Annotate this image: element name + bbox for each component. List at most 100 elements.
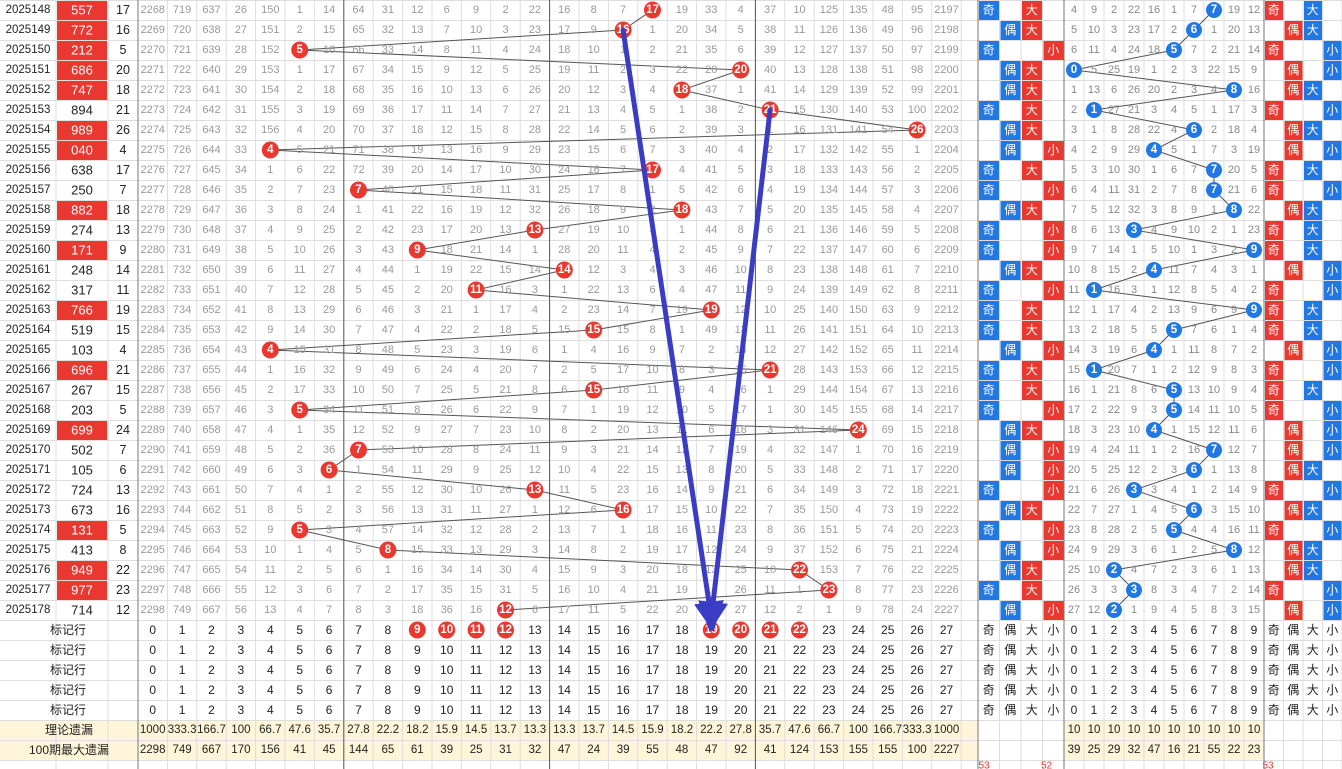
marker-digit-option: 1 bbox=[1091, 703, 1098, 717]
marker-parity-option: 奇 bbox=[983, 663, 995, 677]
marker-digit-option: 6 bbox=[1191, 623, 1198, 637]
tail-ball bbox=[1126, 482, 1142, 498]
digit-miss-value: 10 bbox=[1088, 564, 1100, 576]
parity-cell bbox=[979, 301, 1000, 320]
size-label: 小 bbox=[1047, 483, 1059, 497]
tail-ball-label: 4 bbox=[1151, 344, 1158, 356]
digit-miss-value: 2 bbox=[1191, 544, 1197, 556]
issue-number: 2025152 bbox=[6, 84, 51, 96]
miss-value: 5 bbox=[414, 344, 420, 356]
marker-sum-option: 16 bbox=[616, 683, 630, 697]
miss-value: 30 bbox=[235, 84, 247, 96]
maxmiss-value: 47 bbox=[558, 744, 571, 756]
miss-value: 2207 bbox=[934, 204, 958, 216]
marker-sum-option: 19 bbox=[705, 703, 719, 717]
miss-value: 5 bbox=[620, 604, 626, 616]
digit-miss-value: 1 bbox=[1211, 204, 1217, 216]
marker-digit-option: 7 bbox=[1211, 683, 1218, 697]
miss-value: 8 bbox=[649, 324, 655, 336]
draw-number: 638 bbox=[71, 163, 93, 178]
miss-value: 8 bbox=[444, 44, 450, 56]
miss-value: 51 bbox=[235, 504, 247, 516]
miss-value: 7 bbox=[649, 304, 655, 316]
digit-size-cell bbox=[1323, 61, 1342, 80]
maxmiss-value: 48 bbox=[676, 744, 689, 756]
digit-miss-value: 1 bbox=[1151, 64, 1157, 76]
sum-value: 9 bbox=[120, 243, 127, 257]
digit-miss-value: 5 bbox=[1211, 284, 1217, 296]
marker-sum-option: 16 bbox=[616, 623, 630, 637]
miss-value: 11 bbox=[294, 264, 305, 276]
miss-value: 13 bbox=[793, 64, 805, 76]
miss-value: 22 bbox=[323, 164, 335, 176]
miss-value: 71 bbox=[352, 144, 364, 156]
digit-miss-value: 2 bbox=[1231, 584, 1237, 596]
miss-value: 655 bbox=[202, 364, 220, 376]
miss-value: 36 bbox=[235, 204, 247, 216]
digit-miss-value: 23 bbox=[1248, 224, 1260, 236]
miss-value: 19 bbox=[676, 4, 688, 16]
marker-digit-option: 9 bbox=[1251, 683, 1258, 697]
miss-value: 21 bbox=[793, 224, 805, 236]
miss-value: 2221 bbox=[934, 484, 958, 496]
miss-value: 6 bbox=[473, 404, 479, 416]
miss-value: 148 bbox=[820, 464, 838, 476]
tail-ball bbox=[1226, 542, 1242, 558]
miss-value: 2279 bbox=[140, 224, 164, 236]
marker-sum-option: 22 bbox=[793, 663, 807, 677]
parity-cell bbox=[979, 401, 1000, 420]
miss-value: 5 bbox=[767, 204, 773, 216]
digit-miss-value: 27 bbox=[1108, 504, 1120, 516]
miss-value: 145 bbox=[849, 204, 867, 216]
sum-ball bbox=[644, 161, 661, 179]
miss-value: 2217 bbox=[934, 404, 958, 416]
tail-ball-label: 2 bbox=[1111, 564, 1117, 576]
digit-miss-value: 7 bbox=[1171, 184, 1177, 196]
maxmiss-value: 47 bbox=[705, 744, 718, 756]
miss-value: 9 bbox=[708, 484, 714, 496]
digit-miss-value: 3 bbox=[1151, 484, 1157, 496]
miss-value: 744 bbox=[173, 504, 191, 516]
marker-sum-option: 4 bbox=[267, 683, 274, 697]
parity-label: 奇 bbox=[983, 383, 995, 397]
miss-value: 149 bbox=[820, 484, 838, 496]
digit-size-label: 大 bbox=[1307, 563, 1319, 577]
digit-parity-label: 偶 bbox=[1287, 203, 1299, 217]
digit-miss-value: 2 bbox=[1211, 484, 1217, 496]
parity-label: 偶 bbox=[1004, 63, 1016, 77]
digit-parity-cell bbox=[1265, 581, 1284, 600]
digit-miss-value: 1 bbox=[1091, 124, 1097, 136]
tail-ball bbox=[1226, 82, 1242, 98]
digit-miss-value: 4 bbox=[1071, 144, 1077, 156]
miss-value: 24 bbox=[735, 544, 747, 556]
miss-value: 4 bbox=[532, 564, 538, 576]
marker-digit-parity-option: 小 bbox=[1326, 663, 1338, 677]
sum-ball bbox=[350, 181, 367, 199]
miss-value: 37 bbox=[382, 124, 394, 136]
digit-miss-value: 10 bbox=[1228, 404, 1240, 416]
maxmiss-value: 153 bbox=[819, 744, 838, 756]
miss-value: 7 bbox=[561, 404, 567, 416]
digit-miss-value: 11 bbox=[1108, 184, 1119, 196]
digit-miss-value: 9 bbox=[1231, 304, 1237, 316]
digit-parity-cell bbox=[1265, 181, 1284, 200]
digit-miss-value: 7 bbox=[1211, 584, 1217, 596]
miss-value: 14 bbox=[441, 164, 453, 176]
miss-value: 21 bbox=[911, 544, 923, 556]
miss-value: 9 bbox=[502, 144, 508, 156]
digit-parity-cell bbox=[1265, 401, 1284, 420]
miss-value: 741 bbox=[173, 444, 191, 456]
marker-digit-option: 4 bbox=[1151, 703, 1158, 717]
miss-value: 33 bbox=[382, 44, 394, 56]
miss-value: 2294 bbox=[140, 524, 164, 536]
miss-value: 15 bbox=[411, 544, 423, 556]
number-highlight bbox=[57, 301, 107, 320]
miss-value: 12 bbox=[588, 264, 600, 276]
digit-miss-value: 3 bbox=[1151, 204, 1157, 216]
digit-parity-cell bbox=[1284, 201, 1303, 220]
miss-value: 5 bbox=[267, 244, 273, 256]
sum-ball bbox=[673, 81, 691, 99]
miss-value: 15 bbox=[646, 464, 658, 476]
sum-value: 5 bbox=[120, 403, 127, 417]
theory-digit-value: 10 bbox=[1228, 724, 1241, 736]
